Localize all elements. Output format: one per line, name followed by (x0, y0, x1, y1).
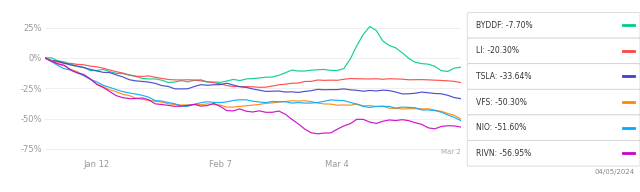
Text: Mar 2: Mar 2 (441, 149, 461, 155)
Text: 04/05/2024: 04/05/2024 (594, 169, 634, 175)
Text: RIVN: -56.95%: RIVN: -56.95% (476, 149, 531, 158)
Text: LI: -20.30%: LI: -20.30% (476, 46, 518, 55)
Text: BYDDF: -7.70%: BYDDF: -7.70% (476, 21, 532, 30)
Text: NIO: -51.60%: NIO: -51.60% (476, 123, 526, 132)
Text: TSLA: -33.64%: TSLA: -33.64% (476, 72, 531, 81)
Text: VFS: -50.30%: VFS: -50.30% (476, 98, 526, 107)
